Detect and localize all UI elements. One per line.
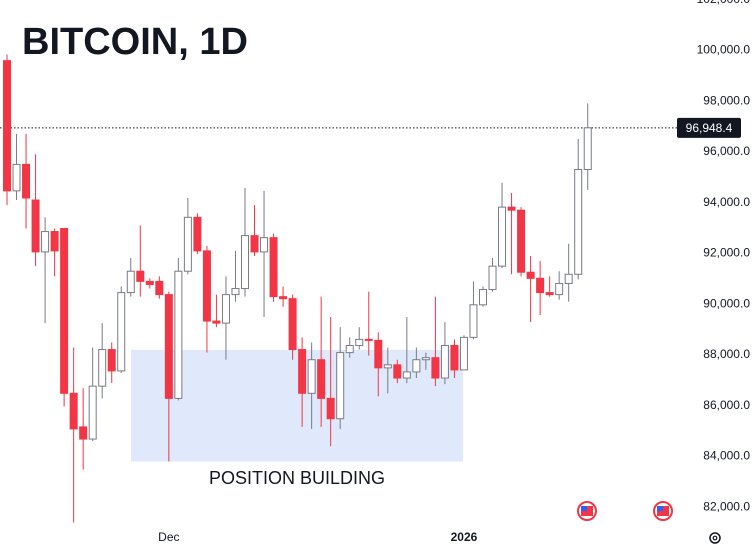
candle-body — [3, 60, 11, 192]
candle-body — [250, 235, 259, 253]
x-tick-label: Dec — [158, 530, 179, 544]
candle-body — [431, 357, 440, 379]
candle-body — [79, 426, 88, 440]
y-tick-label: 86,000.0 — [703, 398, 750, 412]
x-tick-label: 2026 — [451, 530, 478, 544]
price-label: 96,948.4 — [686, 121, 733, 135]
candle-body — [317, 359, 326, 399]
candle-body — [12, 163, 21, 192]
candle-body — [241, 235, 249, 290]
y-tick-label: 88,000.0 — [703, 347, 750, 361]
candle-body — [183, 216, 192, 272]
candle-body — [421, 357, 430, 361]
candle-body — [374, 339, 383, 369]
candle-body — [155, 280, 164, 296]
y-tick-label: 84,000.0 — [703, 449, 750, 463]
candle-body — [164, 294, 173, 399]
candle-body — [459, 336, 468, 371]
candle-body — [555, 282, 564, 296]
chart-title: BITCOIN, 1D — [22, 21, 248, 63]
candle-body — [574, 168, 583, 275]
candle-body — [479, 289, 487, 306]
y-tick-label: 90,000.0 — [703, 296, 750, 310]
candle-body — [488, 265, 497, 291]
candle-body — [221, 294, 230, 324]
annotation-text: POSITION BUILDING — [209, 468, 385, 488]
candle-body — [202, 250, 211, 322]
candle-body — [345, 344, 354, 354]
candle-body — [31, 199, 40, 253]
candle-body — [536, 277, 545, 294]
candle-body — [288, 298, 297, 351]
candle-body — [336, 352, 345, 420]
candle-body — [393, 364, 402, 379]
candle-body — [126, 270, 135, 294]
candle-body — [450, 344, 459, 371]
candle-body — [41, 231, 50, 253]
event-flag[interactable] — [577, 501, 597, 521]
candle-body — [498, 206, 507, 267]
candle-body — [355, 338, 364, 346]
candle-body — [526, 271, 535, 279]
candle-body — [326, 397, 335, 420]
candle-body — [545, 292, 554, 296]
candle-body — [440, 344, 449, 379]
annotation-box — [131, 349, 463, 462]
candle-body — [307, 359, 316, 394]
candle-body — [50, 231, 59, 252]
candle-body — [507, 206, 516, 211]
candle-body — [583, 127, 592, 170]
candle-body — [517, 209, 526, 273]
event-flag[interactable] — [653, 501, 673, 521]
candle-body — [469, 304, 478, 338]
candle-body — [279, 296, 288, 300]
candle-body — [69, 392, 78, 430]
candle-body — [145, 280, 154, 285]
y-tick-label: 102,000.0 — [697, 0, 751, 6]
candle-body — [231, 288, 240, 296]
candle-body — [193, 216, 202, 252]
y-tick-label: 100,000.0 — [697, 43, 751, 57]
y-tick-label: 92,000.0 — [703, 246, 750, 260]
candle-body — [269, 237, 278, 298]
candle-body — [174, 270, 183, 399]
y-tick-label: 96,000.0 — [703, 144, 750, 158]
candle-body — [22, 163, 31, 199]
plot: POSITION BUILDING 82,000.0 84,000.0 86,000.… — [0, 0, 750, 544]
candle-body — [564, 273, 573, 284]
candle-body — [136, 270, 145, 282]
price-label-box — [677, 117, 741, 138]
y-tick-label: 94,000.0 — [703, 195, 750, 209]
candle-body — [260, 237, 269, 253]
candle-body — [107, 349, 116, 372]
candle-body — [298, 349, 307, 394]
candle-body — [98, 349, 107, 387]
settings-icon[interactable] — [709, 532, 721, 544]
y-tick-label: 82,000.0 — [703, 499, 750, 513]
candle-body — [412, 359, 421, 373]
y-tick-label: 98,000.0 — [703, 93, 750, 107]
candle-body — [212, 320, 221, 324]
candle-body — [60, 227, 69, 394]
candle-body — [88, 385, 97, 440]
candle-body — [402, 371, 411, 379]
candle-body — [117, 292, 126, 372]
candle-body — [383, 364, 392, 369]
candle-body — [364, 338, 373, 341]
